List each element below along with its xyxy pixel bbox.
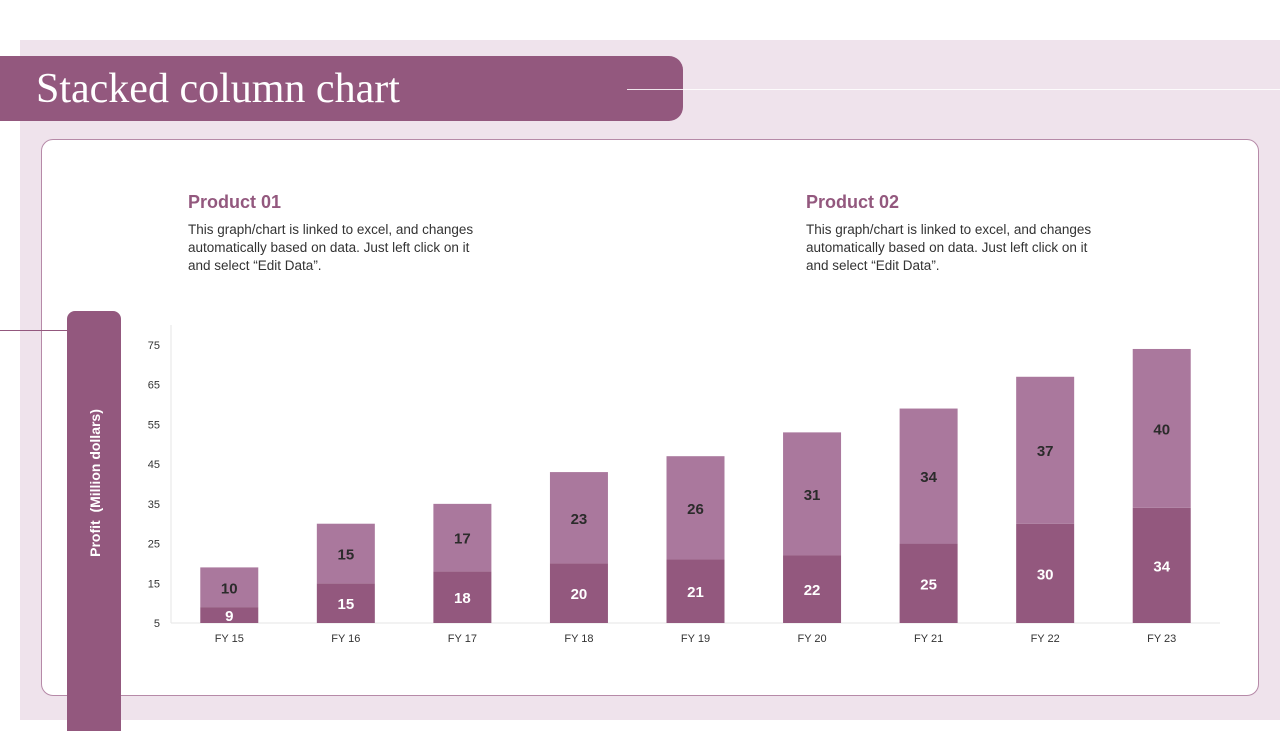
bar-segment-series-1 bbox=[1132, 507, 1191, 623]
bar-segment-series-2 bbox=[899, 408, 958, 544]
bar-segment-series-2 bbox=[549, 472, 608, 564]
x-tick-label: FY 23 bbox=[1147, 633, 1176, 645]
y-tick-label: 65 bbox=[148, 380, 160, 392]
product-01-description: This graph/chart is linked to excel, and… bbox=[188, 222, 474, 273]
product-02-description: This graph/chart is linked to excel, and… bbox=[806, 222, 1092, 273]
data-label: 10 bbox=[221, 580, 238, 597]
y-tick-label: 45 bbox=[148, 459, 160, 471]
data-label: 34 bbox=[920, 469, 937, 486]
data-label: 37 bbox=[1037, 443, 1054, 460]
x-tick-label: FY 22 bbox=[1031, 633, 1060, 645]
bar-segment-series-2 bbox=[200, 567, 259, 608]
bar-segment-series-2 bbox=[316, 523, 375, 584]
y-tick-label: 75 bbox=[148, 340, 160, 352]
y-tick-label: 15 bbox=[148, 578, 160, 590]
x-tick-label: FY 19 bbox=[681, 633, 710, 645]
bar-segment-series-2 bbox=[433, 503, 492, 572]
y-tick-label: 35 bbox=[148, 499, 160, 511]
data-label: 15 bbox=[337, 547, 354, 564]
product-01-block: Product 01 This graph/chart is linked to… bbox=[188, 191, 488, 275]
x-tick-label: FY 15 bbox=[215, 633, 244, 645]
x-tick-label: FY 18 bbox=[564, 633, 593, 645]
title-bar bbox=[0, 56, 683, 121]
data-label: 23 bbox=[571, 511, 588, 528]
bar-segment-series-2 bbox=[666, 456, 725, 560]
title-divider-line bbox=[627, 89, 1280, 90]
data-label: 17 bbox=[454, 531, 471, 548]
data-label: 30 bbox=[1037, 566, 1054, 583]
bar-segment-series-1 bbox=[316, 583, 375, 623]
y-tick-label: 25 bbox=[148, 539, 160, 551]
data-label: 22 bbox=[804, 582, 821, 599]
data-label: 34 bbox=[1153, 558, 1170, 575]
y-tick-label: 5 bbox=[154, 618, 160, 630]
data-label: 26 bbox=[687, 501, 704, 518]
bar-segment-series-1 bbox=[783, 555, 842, 623]
bar-segment-series-2 bbox=[1132, 348, 1191, 508]
y-axis-label-bar bbox=[67, 311, 121, 731]
data-label: 21 bbox=[687, 584, 704, 601]
x-tick-label: FY 17 bbox=[448, 633, 477, 645]
bar-segment-series-1 bbox=[549, 563, 608, 623]
data-label: 20 bbox=[571, 586, 588, 603]
bar-segment-series-1 bbox=[666, 559, 725, 623]
bar-segment-series-1 bbox=[433, 571, 492, 623]
product-02-block: Product 02 This graph/chart is linked to… bbox=[806, 191, 1106, 275]
x-tick-label: FY 21 bbox=[914, 633, 943, 645]
side-accent-line bbox=[0, 330, 100, 331]
y-tick-label: 55 bbox=[148, 419, 160, 431]
data-label: 15 bbox=[337, 596, 354, 613]
data-label: 18 bbox=[454, 590, 471, 607]
x-tick-label: FY 16 bbox=[331, 633, 360, 645]
bar-segment-series-1 bbox=[899, 543, 958, 623]
bar-segment-series-1 bbox=[200, 607, 259, 623]
product-02-title: Product 02 bbox=[806, 192, 900, 212]
data-label: 31 bbox=[804, 487, 821, 504]
bar-segment-series-2 bbox=[1016, 376, 1075, 524]
data-label: 40 bbox=[1153, 421, 1170, 438]
x-tick-label: FY 20 bbox=[797, 633, 826, 645]
data-label: 9 bbox=[225, 608, 233, 625]
data-label: 25 bbox=[920, 576, 937, 593]
bar-segment-series-1 bbox=[1016, 523, 1075, 623]
page-title: Stacked column chart bbox=[36, 66, 400, 112]
product-01-title: Product 01 bbox=[188, 192, 282, 212]
bar-segment-series-2 bbox=[783, 432, 842, 556]
